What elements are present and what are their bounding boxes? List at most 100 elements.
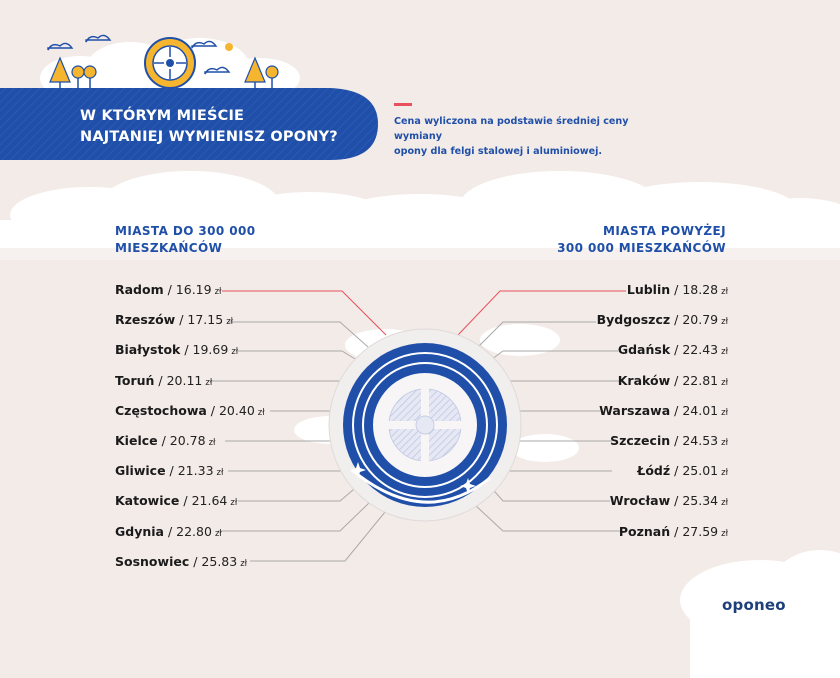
city-name: Kielce: [115, 433, 158, 448]
city-price: 22.43: [682, 342, 719, 358]
city-currency: zł: [214, 287, 222, 297]
city-row: Katowice / 21.64 zł: [115, 491, 237, 511]
city-currency: zł: [216, 468, 224, 479]
city-currency: zł: [721, 287, 728, 297]
city-row: Gdynia / 22.80 zł: [115, 522, 222, 542]
city-name: Sosnowiec: [115, 553, 190, 569]
title-line: NAJTANIEJ WYMIENISZ OPONY?: [80, 129, 338, 145]
city-separator: /: [189, 553, 202, 569]
city-row: Radom / 16.19 zł: [115, 280, 221, 300]
note-line: Cena wyliczona na podstawie średniej cen…: [394, 116, 629, 142]
city-name: Kraków: [617, 372, 671, 388]
city-name: Radom: [115, 282, 164, 297]
city-name: Katowice: [115, 493, 180, 509]
city-separator: /: [670, 493, 683, 509]
heading-line: MIESZKAŃCÓW: [115, 241, 223, 255]
city-row: Kielce / 20.78 zł: [115, 431, 215, 451]
city-price: 20.40: [218, 402, 255, 418]
logo-cloud: [680, 550, 840, 678]
city-name: Rzeszów: [115, 312, 176, 328]
city-currency: zł: [230, 498, 238, 509]
city-currency: zł: [257, 407, 265, 418]
city-separator: /: [175, 312, 188, 328]
city-separator: /: [179, 493, 192, 509]
right-group-heading: MIASTA POWYŻEJ 300 000 MIESZKAŃCÓW: [520, 223, 726, 257]
city-currency: zł: [721, 498, 728, 509]
city-name: Gdynia: [115, 523, 164, 539]
yellow-tire-icon: [144, 37, 196, 89]
city-price: 22.80: [176, 523, 212, 539]
city-separator: /: [163, 523, 177, 539]
heading-line: MIASTA POWYŻEJ: [603, 224, 726, 238]
sky-cloud-icon: [47, 34, 231, 75]
city-separator: /: [670, 433, 683, 448]
city-price: 19.69: [192, 342, 229, 358]
city-price: 18.28: [682, 282, 719, 297]
city-name: Częstochowa: [115, 402, 207, 418]
city-name: Warszawa: [599, 402, 671, 418]
city-price: 16.19: [175, 282, 212, 297]
city-name: Wrocław: [609, 493, 671, 509]
city-currency: zł: [231, 347, 239, 358]
city-separator: /: [670, 523, 683, 539]
city-row: Częstochowa / 20.40 zł: [115, 401, 265, 421]
city-separator: /: [670, 402, 683, 418]
city-currency: zł: [208, 438, 216, 448]
city-row: Lublin / 18.28 zł: [627, 280, 728, 300]
city-row: Warszawa / 24.01 zł: [599, 401, 728, 421]
title-line: W KTÓRYM MIEŚCIE: [80, 108, 245, 124]
city-separator: /: [670, 282, 683, 297]
heading-line: 300 000 MIESZKAŃCÓW: [557, 241, 726, 255]
city-name: Białystok: [115, 342, 181, 358]
city-price: 21.33: [177, 463, 214, 479]
left-group-heading: MIASTA DO 300 000 MIESZKAŃCÓW: [115, 223, 315, 257]
city-price: 20.78: [169, 433, 206, 448]
city-currency: zł: [721, 347, 728, 358]
city-separator: /: [670, 463, 683, 479]
main-cloud: [0, 171, 840, 250]
city-row: Bydgoszcz / 20.79 zł: [597, 310, 728, 330]
city-separator: /: [154, 372, 167, 388]
city-row: Kraków / 22.81 zł: [618, 371, 728, 391]
city-separator: /: [157, 433, 170, 448]
city-currency: zł: [721, 407, 728, 418]
city-separator: /: [670, 312, 683, 328]
city-name: Bydgoszcz: [596, 312, 671, 328]
city-row: Łódź / 25.01 zł: [637, 461, 728, 481]
city-name: Szczecin: [610, 433, 671, 448]
city-currency: zł: [721, 528, 728, 539]
city-row: Szczecin / 24.53 zł: [610, 431, 728, 451]
city-separator: /: [670, 342, 683, 358]
city-price: 17.15: [187, 312, 224, 328]
note-accent-bar: [394, 103, 412, 106]
city-price: 25.01: [682, 463, 719, 479]
city-row: Wrocław / 25.34 zł: [610, 491, 728, 511]
city-row: Gliwice / 21.33 zł: [115, 461, 223, 481]
city-currency: zł: [721, 377, 728, 388]
city-name: Poznań: [618, 523, 671, 539]
page-title: W KTÓRYM MIEŚCIE NAJTANIEJ WYMIENISZ OPO…: [80, 106, 380, 148]
note-line: opony dla felgi stalowej i aluminiowej.: [394, 146, 603, 157]
city-row: Sosnowiec / 25.83 zł: [115, 552, 247, 572]
city-name: Łódź: [637, 463, 671, 479]
city-currency: zł: [205, 377, 213, 388]
city-name: Gliwice: [115, 463, 166, 479]
city-price: 21.64: [191, 493, 228, 509]
city-price: 25.34: [682, 493, 719, 509]
oponeo-logo: oponeo: [722, 596, 786, 614]
city-separator: /: [180, 342, 193, 358]
city-separator: /: [206, 402, 219, 418]
city-price: 20.11: [166, 372, 203, 388]
city-currency: zł: [721, 468, 728, 479]
city-currency: zł: [214, 528, 222, 539]
city-separator: /: [163, 282, 176, 297]
city-price: 24.53: [682, 433, 719, 448]
tire-icon: [328, 328, 522, 522]
price-note: Cena wyliczona na podstawie średniej cen…: [394, 114, 644, 159]
city-price: 20.79: [682, 312, 719, 328]
city-currency: zł: [721, 438, 728, 448]
city-row: Gdańsk / 22.43 zł: [618, 340, 728, 360]
title-banner-shape: [0, 88, 378, 160]
city-separator: /: [670, 372, 683, 388]
